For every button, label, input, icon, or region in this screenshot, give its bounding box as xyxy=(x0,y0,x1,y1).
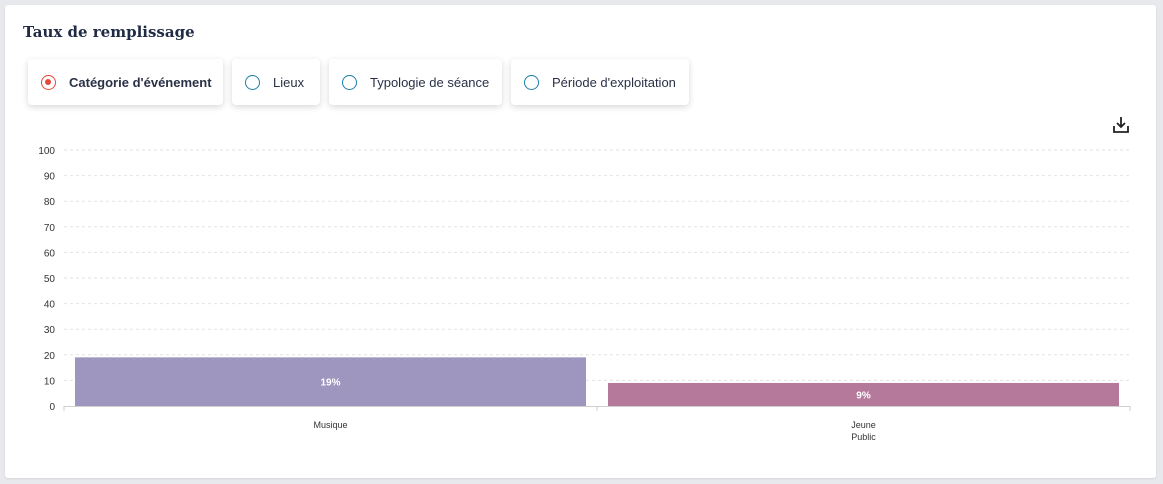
y-tick-label: 30 xyxy=(44,325,56,336)
radio-unselected-icon[interactable] xyxy=(342,74,357,90)
y-tick-label: 60 xyxy=(44,248,56,259)
radio-unselected-icon[interactable] xyxy=(524,74,539,90)
y-tick-label: 0 xyxy=(49,402,55,413)
bar-data-label: 19% xyxy=(320,378,340,389)
option-operating-period[interactable]: Période d'exploitation xyxy=(511,59,689,105)
download-icon[interactable] xyxy=(1112,116,1130,134)
x-tick-label: Public xyxy=(851,432,876,442)
card-title: Taux de remplissage xyxy=(23,23,195,41)
y-tick-label: 50 xyxy=(44,274,56,285)
radio-selected-icon[interactable] xyxy=(41,74,56,90)
y-tick-label: 70 xyxy=(44,223,56,234)
option-label: Période d'exploitation xyxy=(552,74,676,90)
y-tick-label: 10 xyxy=(44,376,56,387)
option-session-type[interactable]: Typologie de séance xyxy=(329,59,502,105)
y-tick-label: 20 xyxy=(44,351,56,362)
option-venues[interactable]: Lieux xyxy=(232,59,320,105)
option-event-category[interactable]: Catégorie d'événement xyxy=(28,59,223,105)
x-tick-label: Musique xyxy=(313,420,347,430)
y-tick-label: 80 xyxy=(44,197,56,208)
y-tick-label: 100 xyxy=(38,146,55,157)
bar xyxy=(75,357,586,406)
bar-data-label: 9% xyxy=(856,390,871,401)
y-tick-label: 90 xyxy=(44,172,56,183)
option-label: Typologie de séance xyxy=(370,74,490,90)
x-tick-label: Jeune xyxy=(851,420,876,430)
option-label: Lieux xyxy=(273,74,305,90)
option-label: Catégorie d'événement xyxy=(69,74,212,90)
bar xyxy=(608,382,1119,406)
y-tick-label: 40 xyxy=(44,300,56,311)
radio-unselected-icon[interactable] xyxy=(245,74,260,90)
